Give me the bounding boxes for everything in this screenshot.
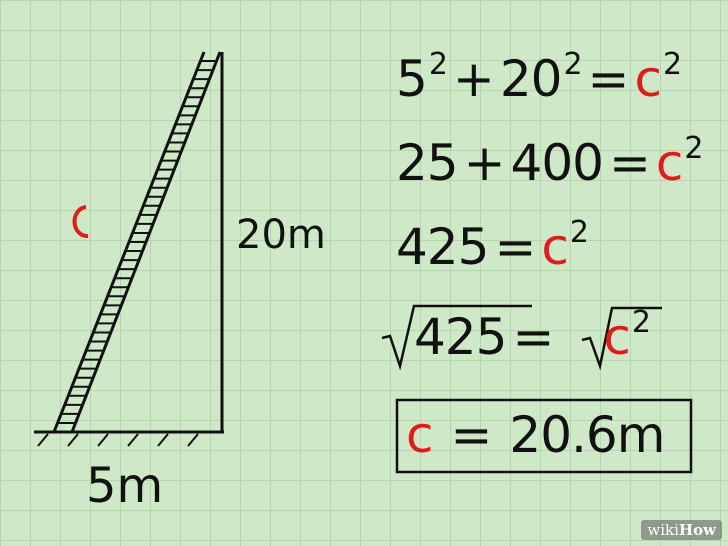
hypotenuse-label-arc (72, 205, 89, 239)
eq4-exp-c: 2 (631, 305, 651, 340)
eq2-c: c (655, 134, 683, 192)
answer-equation: c = 20.6m (406, 406, 665, 464)
eq3-term: 425 (396, 218, 489, 276)
answer-box (395, 398, 693, 474)
eq2-equals: = (608, 134, 651, 192)
height-label: 20m (236, 212, 326, 258)
equation-2: 25 +400 = c2 (396, 131, 703, 192)
eq2-plus: + (463, 134, 506, 192)
logo-prefix: wiki (647, 521, 679, 539)
eq1-c: c (634, 50, 661, 108)
eq1-plus: + (452, 50, 495, 108)
ladder-rungs (57, 60, 217, 424)
equation-1: 52 +202 = c2 (396, 47, 682, 108)
eq1-term-a: 5 (396, 50, 428, 108)
equation-3: 425 = c2 (396, 215, 589, 276)
logo-suffix: How (678, 521, 716, 539)
sqrt-sign-right (581, 306, 662, 371)
sqrt-sign-left (381, 304, 532, 371)
eq1-term-b: 20 (499, 50, 563, 108)
eq4-term: 425 (414, 308, 507, 366)
eq3-c: c (541, 218, 568, 276)
eq2-term-a: 25 (396, 134, 459, 192)
ground-hatching (37, 433, 199, 447)
equation-4: 425 = c2 (414, 305, 651, 366)
eq2-term-b: 400 (510, 134, 604, 192)
answer-value: 20.6m (509, 406, 665, 464)
eq1-exp-c: 2 (662, 47, 682, 82)
base-label: 5m (86, 458, 164, 514)
wikihow-logo: wikiHow (641, 520, 722, 540)
eq3-exp-c: 2 (569, 215, 589, 250)
eq1-exp-b: 2 (563, 47, 582, 82)
answer-c: c (406, 406, 433, 464)
eq1-equals: = (587, 50, 630, 108)
answer-equals: = (450, 406, 493, 464)
eq1-exp-a: 2 (428, 47, 448, 82)
eq2-exp-c: 2 (684, 131, 703, 166)
eq4-c: c (603, 308, 630, 366)
eq4-equals: = (512, 308, 554, 366)
eq3-equals: = (494, 218, 536, 276)
